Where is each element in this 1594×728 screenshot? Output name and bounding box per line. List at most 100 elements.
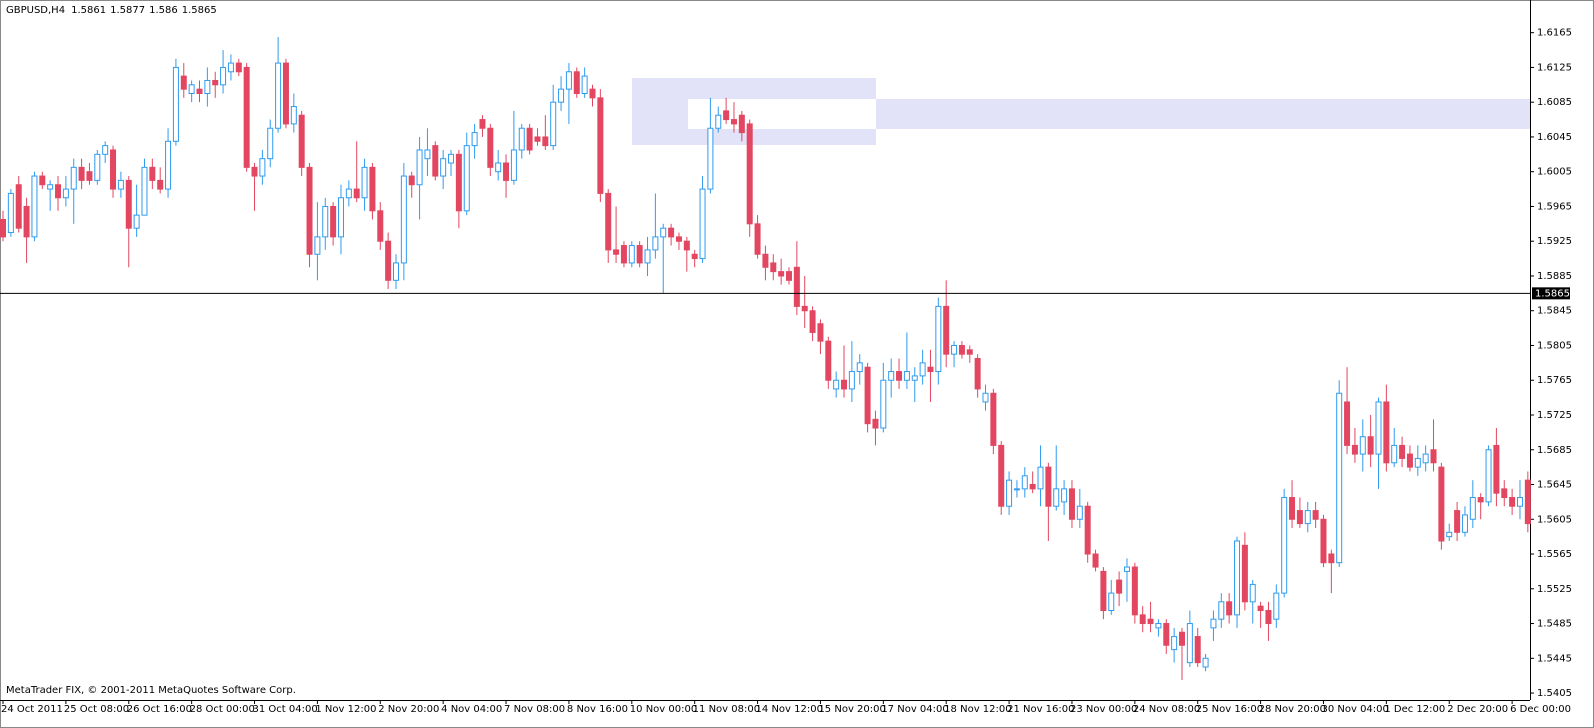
- candle-body: [605, 192, 612, 251]
- x-tick-label: 28 Oct 00:00: [190, 704, 255, 715]
- candle-body: [951, 344, 958, 355]
- candle-body: [1045, 466, 1052, 507]
- candle-body: [86, 171, 93, 181]
- candle-body: [361, 166, 368, 199]
- candle-body: [1399, 444, 1406, 459]
- candle-body: [306, 166, 313, 255]
- candle-body: [1076, 505, 1083, 520]
- candle-body: [1210, 618, 1217, 629]
- candle-body: [620, 245, 627, 264]
- candle-body: [793, 266, 800, 307]
- candle-body: [1336, 392, 1343, 564]
- x-tick-label: 21 Nov 16:00: [1007, 704, 1074, 715]
- y-tick-label: 1.5525: [1537, 584, 1572, 595]
- candle-body: [1344, 401, 1351, 446]
- y-tick-label: 1.5845: [1537, 306, 1572, 317]
- candle-body: [966, 349, 973, 355]
- candle-body: [1469, 497, 1476, 520]
- candle-body: [550, 101, 557, 147]
- candle-body: [1289, 497, 1296, 520]
- x-tick-label: 1 Dec 12:00: [1384, 704, 1445, 715]
- y-tick-label: 1.5885: [1537, 271, 1572, 282]
- x-tick-label: 24 Oct 2011: [1, 704, 63, 715]
- candle-body: [141, 166, 148, 216]
- candle-body: [919, 362, 926, 377]
- header-close: 1.5865: [182, 5, 217, 16]
- candle-body: [809, 310, 816, 333]
- candle-body: [1084, 505, 1091, 555]
- candle-body: [15, 184, 22, 229]
- candle-body: [1430, 449, 1437, 464]
- x-tick-label: 30 Nov 04:00: [1321, 704, 1388, 715]
- candle-body: [1509, 497, 1516, 507]
- candle-body: [558, 88, 565, 103]
- y-tick-label: 1.5725: [1537, 410, 1572, 421]
- x-tick-label: 2 Dec 20:00: [1447, 704, 1508, 715]
- candle-body: [801, 305, 808, 312]
- candle-body: [330, 205, 337, 238]
- candle-body: [220, 66, 227, 86]
- candle-body: [856, 362, 863, 373]
- x-tick-label: 18 Nov 12:00: [944, 704, 1011, 715]
- candle-body: [243, 66, 250, 168]
- candle-body: [644, 249, 651, 264]
- candle-body: [848, 371, 855, 390]
- candle-body: [385, 240, 392, 281]
- y-tick-label: 1.6045: [1537, 132, 1572, 143]
- candle-body: [424, 149, 431, 160]
- candle-body: [1068, 488, 1075, 520]
- x-tick-label: 25 Nov 16:00: [1196, 704, 1263, 715]
- candle-body: [1163, 623, 1170, 646]
- candle-body: [715, 114, 722, 129]
- candle-body: [1013, 488, 1020, 491]
- candle-body: [471, 132, 478, 147]
- candle-body: [1116, 579, 1123, 594]
- candle-body: [1477, 497, 1484, 503]
- candle-body: [251, 166, 258, 177]
- candle-body: [1234, 540, 1241, 616]
- y-tick-label: 1.5605: [1537, 514, 1572, 525]
- candle-body: [534, 136, 541, 142]
- y-tick-label: 1.6085: [1537, 97, 1572, 108]
- candle-body: [958, 344, 965, 355]
- candle-body: [1006, 479, 1013, 507]
- candle-body: [1155, 623, 1162, 629]
- candle-body: [487, 127, 494, 168]
- candle-body: [597, 97, 604, 194]
- x-tick-label: 31 Oct 04:00: [253, 704, 318, 715]
- candle-body: [581, 75, 588, 94]
- candle-body: [738, 114, 745, 134]
- x-tick-label: 11 Nov 08:00: [693, 704, 760, 715]
- candle-body: [982, 392, 989, 403]
- candle-body: [565, 71, 572, 90]
- candle-body: [510, 149, 517, 181]
- candle-body: [314, 236, 321, 255]
- candle-body: [39, 175, 46, 186]
- candle-body: [1179, 631, 1185, 646]
- y-tick-label: 1.5965: [1537, 201, 1572, 212]
- candle-body: [1383, 401, 1390, 464]
- candle-body: [345, 188, 352, 199]
- candle-body: [1422, 453, 1429, 464]
- candle-body: [188, 84, 195, 94]
- candle-body: [1501, 488, 1508, 499]
- candle-body: [911, 375, 918, 381]
- zone-extension: [876, 99, 1530, 129]
- header-open: 1.5861: [71, 5, 106, 16]
- candle-body: [1194, 636, 1201, 664]
- candle-body: [636, 245, 643, 264]
- candle-body: [290, 106, 297, 125]
- y-tick-label: 1.5765: [1537, 375, 1572, 386]
- candle-body: [78, 166, 85, 181]
- y-tick-label: 1.6125: [1537, 62, 1572, 73]
- candle-body: [675, 236, 682, 242]
- candle-body: [1147, 618, 1154, 625]
- candle-body: [864, 366, 871, 425]
- candle-body: [463, 145, 470, 212]
- candle-body: [1516, 497, 1523, 507]
- footer: MetaTrader FIX, © 2001-2011 MetaQuotes S…: [6, 685, 296, 696]
- x-tick-label: 15 Nov 20:00: [818, 704, 885, 715]
- x-tick-label: 1 Nov 12:00: [315, 704, 376, 715]
- candle-body: [204, 79, 211, 94]
